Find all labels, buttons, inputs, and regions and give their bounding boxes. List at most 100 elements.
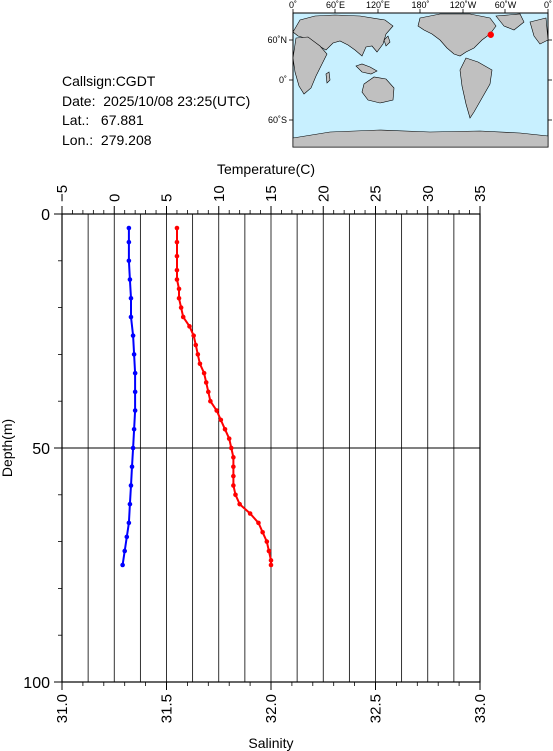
salinity-data-point bbox=[231, 455, 236, 460]
salinity-data-point bbox=[231, 473, 236, 479]
temperature-data-point bbox=[126, 225, 132, 231]
temperature-data-point bbox=[128, 295, 134, 301]
salinity-data-point bbox=[266, 548, 272, 554]
salinity-data-point bbox=[264, 539, 270, 544]
salinity-data-point bbox=[174, 277, 180, 282]
map-lon-label: 120˚W bbox=[450, 0, 477, 10]
temperature-tick-label: 20 bbox=[315, 185, 332, 202]
salinity-data-point bbox=[174, 253, 180, 259]
temperature-data-point bbox=[127, 277, 133, 282]
salinity-data-point bbox=[247, 511, 253, 516]
salinity-data-point bbox=[180, 314, 186, 320]
map-border-ticks bbox=[289, 9, 552, 121]
salinity-tick-label: 32.0 bbox=[263, 694, 280, 723]
salinity-data-point bbox=[260, 529, 265, 535]
salinity-tick-label: 32.5 bbox=[368, 694, 385, 723]
map-land bbox=[292, 13, 549, 148]
salinity-data-point bbox=[226, 436, 232, 441]
salinity-data-point bbox=[193, 342, 199, 348]
salinity-data-point bbox=[231, 483, 236, 488]
salinity-data-point bbox=[233, 492, 238, 498]
temperature-data-point bbox=[120, 562, 125, 568]
map-lon-label: 120˚E bbox=[366, 0, 390, 10]
salinity-tick-label: 33.0 bbox=[472, 694, 489, 723]
temperature-axis: −5 0 5 10 15 20 25 30 35 bbox=[54, 185, 489, 214]
depth-tick-label: 0 bbox=[41, 207, 50, 224]
salinity-axis-label: Salinity bbox=[248, 735, 293, 751]
salinity-data-point bbox=[228, 445, 234, 451]
temperature-data-point bbox=[132, 370, 138, 376]
depth-axis: 0 50 100 bbox=[23, 207, 62, 692]
temperature-axis-label: Temperature(C) bbox=[217, 161, 315, 177]
temperature-tick-label: 0 bbox=[106, 194, 123, 202]
date-text: Date: 2025/10/08 23:25(UTC) bbox=[62, 92, 251, 109]
latitude-text: Lat.: 67.881 bbox=[62, 112, 144, 128]
salinity-data-point bbox=[187, 324, 192, 329]
depth-tick-label: 50 bbox=[32, 441, 50, 458]
temperature-data-point bbox=[126, 520, 132, 526]
world-map: 0˚ 60˚E 120˚E 180˚ 120˚W 60˚W 0˚ 60˚N 0˚ 60˚S bbox=[267, 0, 552, 148]
salinity-data-point bbox=[214, 408, 219, 413]
temperature-tick-label: 15 bbox=[263, 185, 280, 202]
salinity-data-point bbox=[174, 267, 180, 273]
temperature-tick-label: 35 bbox=[472, 185, 489, 202]
temperature-data-point bbox=[126, 258, 132, 264]
temperature-data-point bbox=[131, 426, 137, 432]
temperature-tick-label: 30 bbox=[420, 185, 437, 202]
salinity-data-point bbox=[201, 370, 207, 376]
salinity-profile-line bbox=[176, 228, 272, 565]
station-marker bbox=[487, 31, 494, 38]
salinity-axis: 31.0 31.5 32.0 32.5 33.0 bbox=[54, 682, 489, 723]
profile-chart: −5 0 5 10 15 20 25 30 35 Temperature(C) 31.0 31.5… bbox=[0, 161, 489, 751]
temperature-profile-line bbox=[121, 228, 137, 566]
temperature-data-point bbox=[122, 548, 127, 554]
temperature-tick-label: 25 bbox=[368, 185, 385, 202]
map-lon-label: 0˚ bbox=[544, 0, 552, 10]
depth-tick-label: 100 bbox=[23, 675, 50, 692]
salinity-tick-label: 31.0 bbox=[54, 694, 71, 723]
temperature-tick-label: −5 bbox=[54, 185, 71, 202]
salinity-data-point bbox=[268, 562, 274, 568]
temperature-data-point bbox=[127, 501, 133, 507]
depth-axis-label: Depth(m) bbox=[0, 419, 15, 477]
map-lon-label: 60˚E bbox=[326, 0, 345, 10]
temperature-data-point bbox=[130, 333, 136, 338]
map-lat-label: 60˚N bbox=[267, 35, 287, 45]
map-lat-label: 60˚S bbox=[268, 115, 287, 125]
temperature-data-point bbox=[128, 314, 134, 320]
temperature-data-point bbox=[132, 408, 138, 413]
salinity-data-point bbox=[208, 398, 213, 404]
salinity-data-point bbox=[176, 286, 182, 292]
temperature-data-point bbox=[126, 239, 132, 245]
salinity-data-point bbox=[176, 295, 182, 301]
temperature-tick-label: 5 bbox=[159, 194, 176, 202]
temperature-data-point bbox=[124, 534, 130, 540]
salinity-data-point bbox=[197, 361, 203, 367]
salinity-data-point bbox=[203, 380, 209, 385]
chart-grid bbox=[62, 214, 480, 682]
map-lon-label: 0˚ bbox=[289, 0, 297, 10]
map-lat-label: 0˚ bbox=[279, 75, 287, 85]
salinity-data-point bbox=[256, 520, 261, 526]
callsign-text: Callsign:CGDT bbox=[62, 73, 156, 89]
station-info: Callsign:CGDT Date: 2025/10/08 23:25(UTC… bbox=[62, 72, 250, 150]
salinity-data-point bbox=[268, 558, 274, 563]
salinity-data-point bbox=[231, 464, 236, 470]
map-lon-label: 60˚W bbox=[495, 0, 517, 10]
temperature-data-point bbox=[128, 483, 134, 488]
temperature-data-point bbox=[131, 352, 137, 357]
salinity-data-point bbox=[191, 333, 196, 338]
temperature-data-point bbox=[130, 445, 136, 451]
temperature-data-point bbox=[132, 389, 138, 395]
salinity-data-point bbox=[237, 501, 242, 507]
longitude-text: Lon.: 279.208 bbox=[62, 131, 152, 148]
map-lon-label: 180˚ bbox=[411, 0, 429, 10]
salinity-data-point bbox=[222, 426, 228, 432]
salinity-data-point bbox=[206, 389, 211, 395]
salinity-data-point bbox=[218, 417, 224, 423]
map-longitude-labels: 0˚ 60˚E 120˚E 180˚ 120˚W 60˚W 0˚ bbox=[289, 0, 552, 10]
salinity-data-point bbox=[174, 225, 180, 231]
salinity-data-point bbox=[195, 352, 201, 357]
temperature-tick-label: 10 bbox=[211, 185, 228, 202]
map-latitude-labels: 60˚N 0˚ 60˚S bbox=[267, 35, 287, 125]
